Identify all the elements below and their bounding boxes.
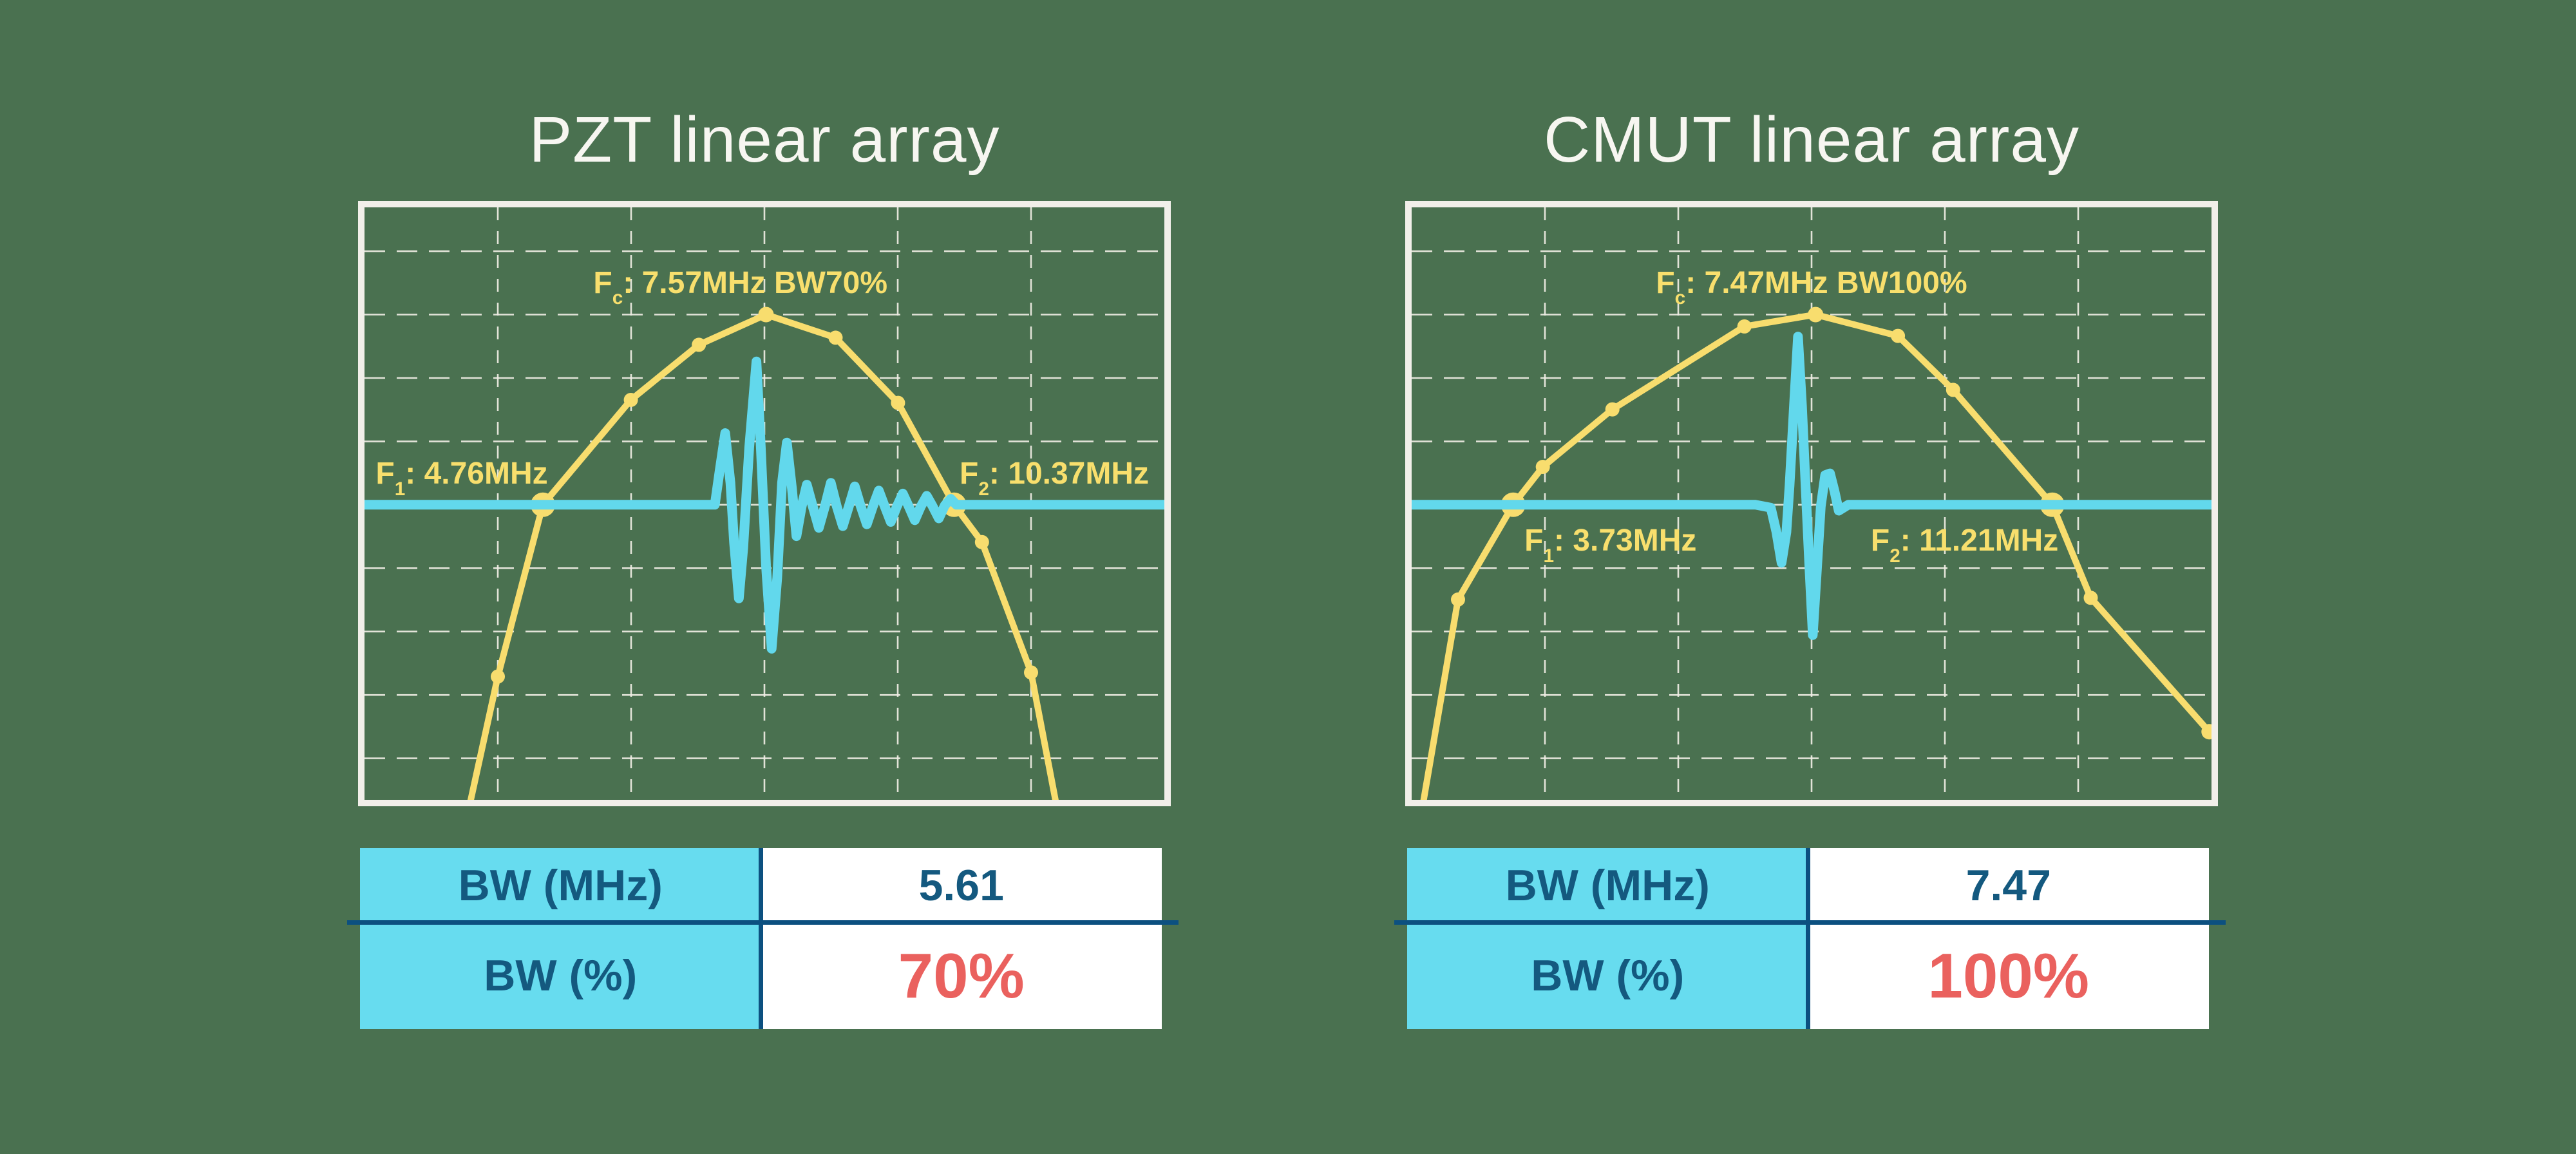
annotation-f1: F1: 3.73MHz — [1524, 523, 1697, 567]
table-row-divider — [1394, 920, 2226, 925]
frequency-response-curve-marker — [2201, 724, 2211, 740]
frequency-response-curve — [467, 311, 1059, 800]
annotation-fc: Fc: 7.47MHz BW100% — [1656, 265, 1967, 309]
frequency-response-curve-marker — [1891, 328, 1906, 343]
bw-mhz-value-cell: 5.61 — [761, 848, 1162, 923]
frequency-response-curve-marker — [1808, 307, 1824, 323]
pulse-echo-signal — [365, 356, 1164, 654]
bw-mhz-value-cell: 7.47 — [1808, 848, 2209, 923]
pzt-panel-title: PZT linear array — [529, 104, 1000, 176]
frequency-response-curve-marker — [828, 330, 843, 345]
frequency-response-curve-marker — [1535, 460, 1550, 474]
pzt-chart-canvas — [365, 207, 1164, 800]
cmut-chart: Fc: 7.47MHz BW100% F1: 3.73MHz F2: 11.21MH… — [1405, 201, 2218, 806]
annotation-f2: F2: 10.37MHz — [960, 457, 1150, 500]
bw-mhz-label-cell: BW (MHz) — [360, 848, 761, 923]
frequency-response-curve-marker — [974, 534, 989, 549]
frequency-response-curve — [1420, 311, 2211, 800]
frequency-response-curve-marker — [1451, 592, 1465, 607]
annotation-fc: Fc: 7.57MHz BW70% — [593, 265, 888, 309]
cmut-panel-title: CMUT linear array — [1544, 104, 2079, 176]
table-row-divider — [347, 920, 1179, 925]
table-row: BW (MHz) 7.47 — [1407, 848, 2209, 923]
annotation-f1: F1: 4.76MHz — [375, 457, 548, 500]
table-row: BW (%) 100% — [1407, 922, 2209, 1029]
table-column-divider — [1806, 848, 1810, 1029]
frequency-response-curve-marker — [623, 393, 638, 407]
frequency-response-curve-marker — [758, 307, 774, 323]
frequency-response-curve-marker — [1737, 319, 1752, 334]
frequency-response-curve-marker — [1024, 665, 1038, 680]
pulse-echo-signal — [1412, 332, 2211, 640]
table-column-divider — [759, 848, 763, 1029]
frequency-response-curve-marker — [491, 669, 505, 684]
frequency-response-curve-marker — [692, 337, 706, 352]
bw-percent-value-cell: 100% — [1808, 922, 2209, 1029]
pzt-chart: Fc: 7.57MHz BW70% F1: 4.76MHz F2: 10.37MHz — [358, 201, 1171, 806]
cmut-bw-table: BW (MHz) 7.47 BW (%) 100% — [1394, 848, 2226, 1029]
frequency-response-curve-marker — [2083, 591, 2098, 605]
bw-mhz-label-cell: BW (MHz) — [1407, 848, 1808, 923]
bw-percent-value-cell: 70% — [761, 922, 1162, 1029]
table-row: BW (%) 70% — [360, 922, 1162, 1029]
pzt-bw-table: BW (MHz) 5.61 BW (%) 70% — [347, 848, 1179, 1029]
bw-percent-label-cell: BW (%) — [360, 922, 761, 1029]
frequency-response-curve-marker — [1605, 402, 1620, 417]
bw-percent-label-cell: BW (%) — [1407, 922, 1808, 1029]
table-row: BW (MHz) 5.61 — [360, 848, 1162, 923]
frequency-response-curve-marker — [1946, 383, 1960, 397]
cmut-chart-canvas — [1412, 207, 2211, 800]
frequency-response-curve-marker — [891, 395, 905, 410]
annotation-f2: F2: 11.21MHz — [1870, 523, 2059, 567]
